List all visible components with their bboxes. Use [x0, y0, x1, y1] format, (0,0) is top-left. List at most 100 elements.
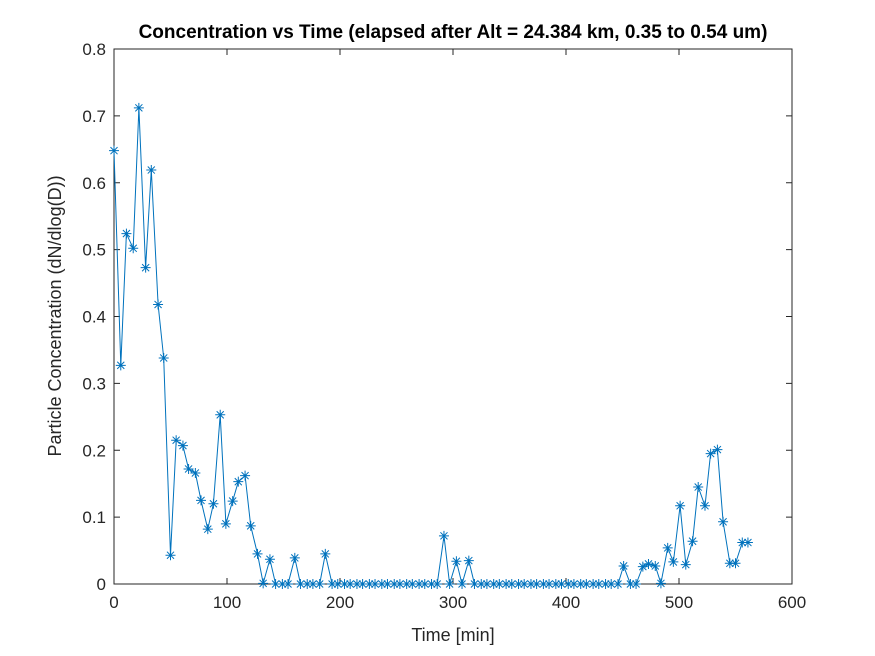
data-point-marker [121, 228, 132, 239]
data-point-marker [227, 496, 238, 507]
data-point-marker [662, 542, 673, 553]
y-tick-label: 0.3 [82, 374, 106, 393]
y-tick-label: 0.8 [82, 40, 106, 59]
data-point-marker [612, 579, 623, 589]
y-tick-label: 0.1 [82, 508, 106, 527]
data-point-marker [563, 579, 574, 589]
x-tick-label: 200 [326, 593, 354, 612]
data-point-marker [581, 579, 592, 589]
data-point-marker [233, 476, 244, 487]
axis-ticks: 0 100 200 300 400 500 600 0 0.1 0.2 0.3 0.4 0.5 0.6 0.… [82, 40, 806, 612]
data-point-marker [519, 579, 530, 589]
data-point-marker [438, 530, 449, 541]
x-tick-label: 100 [213, 593, 241, 612]
data-point-marker [593, 579, 604, 589]
data-point-marker [463, 555, 474, 566]
data-point-marker [370, 579, 381, 589]
data-point-marker [140, 262, 151, 273]
data-point-marker [208, 498, 219, 509]
x-tick-label: 600 [778, 593, 806, 612]
data-point-marker [618, 560, 629, 571]
y-tick-label: 0.5 [82, 241, 106, 260]
data-point-marker [544, 579, 555, 589]
data-point-marker [264, 554, 275, 565]
data-point-marker [252, 548, 263, 559]
data-point-marker [240, 470, 251, 481]
data-point-marker [606, 579, 617, 589]
chart-title: Concentration vs Time (elapsed after Alt… [139, 22, 768, 43]
data-point-marker [575, 579, 586, 589]
data-point-marker [501, 579, 512, 589]
data-point-marker [419, 579, 430, 589]
data-point-marker [550, 579, 561, 589]
x-tick-label: 500 [665, 593, 693, 612]
data-point-marker [314, 579, 325, 589]
data-point-marker [376, 579, 387, 589]
data-point-marker [556, 579, 567, 589]
data-point-marker [693, 482, 704, 493]
data-point-marker [171, 435, 182, 446]
data-point-marker [432, 579, 443, 589]
data-point-marker [277, 579, 288, 589]
data-point-marker [650, 560, 661, 571]
data-point-marker [481, 579, 492, 589]
data-point-marker [476, 579, 487, 589]
series-layer [109, 102, 753, 589]
y-tick-label: 0.7 [82, 107, 106, 126]
data-point-marker [215, 409, 226, 420]
data-point-marker [364, 579, 375, 589]
data-point-marker [158, 352, 169, 363]
data-point-marker [332, 579, 343, 589]
data-point-marker [351, 579, 362, 589]
y-tick-label: 0.2 [82, 441, 106, 460]
data-point-marker [153, 299, 164, 310]
data-point-marker [202, 524, 213, 535]
data-point-marker [426, 579, 437, 589]
data-point-marker [165, 550, 176, 561]
data-point-marker [115, 360, 126, 371]
data-point-marker [730, 558, 741, 569]
data-point-marker [133, 102, 144, 113]
data-point-marker [220, 518, 231, 529]
y-tick-label: 0.4 [82, 308, 106, 327]
data-point-marker [668, 556, 679, 567]
data-point-marker [513, 579, 524, 589]
x-tick-label: 0 [109, 593, 118, 612]
data-point-marker [414, 579, 425, 589]
data-point-marker [394, 579, 405, 589]
y-axis-label: Particle Concentration (dN/dlog(D)) [45, 175, 65, 456]
data-point-marker [270, 579, 281, 589]
data-point-marker [494, 579, 505, 589]
data-point-marker [389, 579, 400, 589]
data-point-marker [307, 579, 318, 589]
data-point-marker [444, 579, 455, 589]
x-tick-label: 400 [552, 593, 580, 612]
data-point-marker [506, 579, 517, 589]
data-point-marker [245, 520, 256, 531]
data-point-marker [712, 444, 723, 455]
data-point-marker [320, 548, 331, 559]
data-point-marker [357, 579, 368, 589]
data-point-marker [345, 579, 356, 589]
data-point-marker [295, 579, 306, 589]
x-axis-label: Time [min] [411, 625, 494, 645]
data-point-marker [675, 500, 686, 511]
data-point-marker [699, 500, 710, 511]
data-point-marker [451, 556, 462, 567]
data-point-marker [407, 579, 418, 589]
data-point-marker [327, 579, 338, 589]
data-point-marker [457, 579, 468, 589]
data-point-marker [705, 448, 716, 459]
y-tick-label: 0 [97, 575, 106, 594]
data-point-marker [183, 463, 194, 474]
data-point-marker [687, 536, 698, 547]
data-point-marker [283, 579, 294, 589]
data-point-marker [588, 579, 599, 589]
data-point-marker [600, 579, 611, 589]
data-point-marker [302, 579, 313, 589]
data-point-marker [643, 558, 654, 569]
data-point-marker [525, 579, 536, 589]
data-point-marker [109, 145, 119, 156]
